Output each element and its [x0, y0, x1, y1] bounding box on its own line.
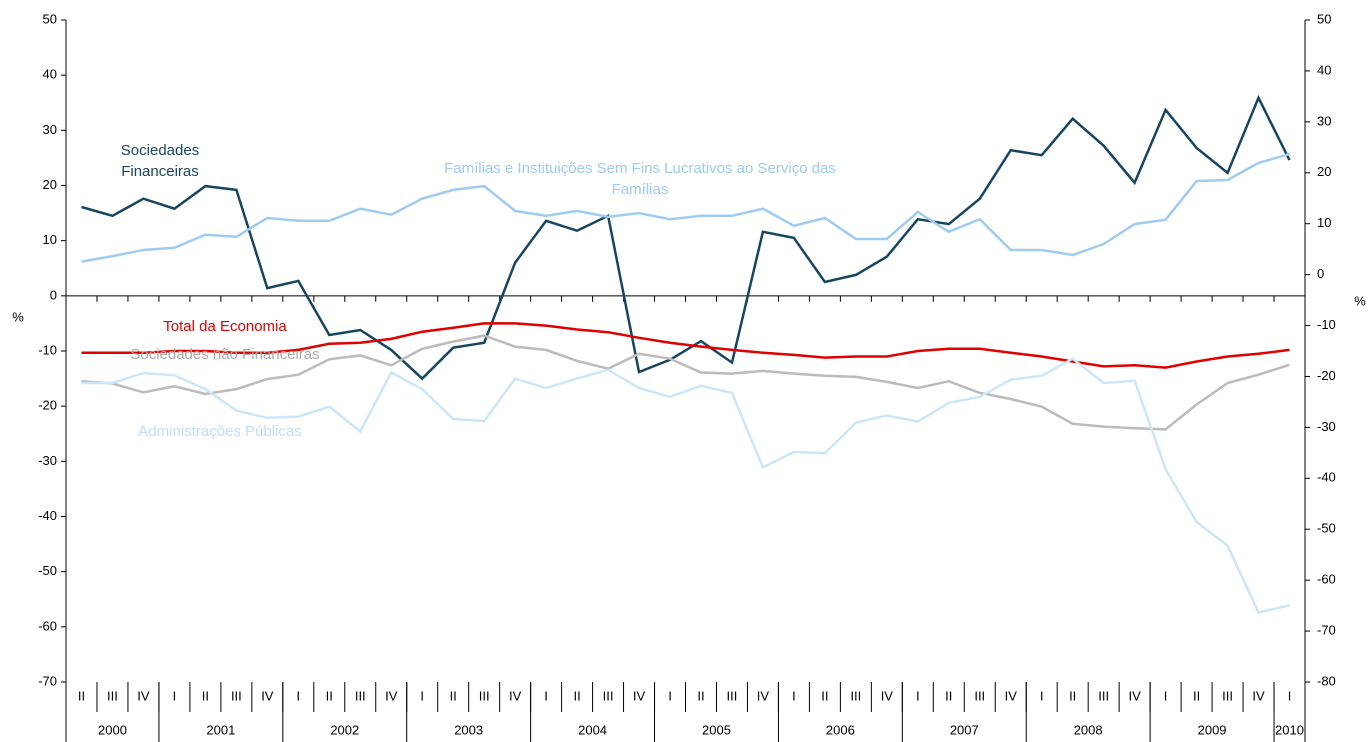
y2-tick-label: -30 — [1317, 419, 1336, 434]
series-label: Famílias e Instituições Sem Fins Lucrati… — [444, 160, 836, 198]
x-tick-label: II — [202, 688, 209, 703]
y-tick-label: -50 — [38, 563, 57, 578]
y2-tick-label: -20 — [1317, 368, 1336, 383]
series-label: Administrações Públicas — [138, 423, 302, 440]
x-tick-label: II — [1193, 688, 1200, 703]
y-tick-label: 50 — [43, 11, 57, 26]
x-tick-label: III — [974, 688, 985, 703]
series-label: Sociedades Financeiras — [120, 142, 200, 180]
y2-tick-label: -10 — [1317, 317, 1336, 332]
x-tick-label: II — [1069, 688, 1076, 703]
y-tick-label: 10 — [43, 232, 57, 247]
y-tick-label: -40 — [38, 508, 57, 523]
y2-axis-label: % — [1354, 293, 1366, 308]
x-tick-label: I — [1040, 688, 1044, 703]
year-label: 2009 — [1198, 722, 1227, 737]
x-tick-label: III — [231, 688, 242, 703]
x-tick-label: III — [1222, 688, 1233, 703]
y-tick-label: 20 — [43, 177, 57, 192]
x-tick-label: I — [1288, 688, 1292, 703]
x-tick-label: III — [727, 688, 738, 703]
x-tick-label: III — [355, 688, 366, 703]
y2-tick-label: -60 — [1317, 572, 1336, 587]
y-tick-label: -60 — [38, 618, 57, 633]
x-tick-label: III — [603, 688, 614, 703]
year-label: 2003 — [454, 722, 483, 737]
series-line — [81, 322, 1290, 369]
year-label: 2002 — [330, 722, 359, 737]
year-label: 2008 — [1074, 722, 1103, 737]
y2-tick-label: 50 — [1317, 11, 1331, 26]
year-label: 2010 — [1275, 722, 1304, 737]
x-tick-label: IV — [1005, 688, 1018, 703]
x-tick-label: III — [107, 688, 118, 703]
y-tick-label: 40 — [43, 67, 57, 82]
y2-tick-label: -80 — [1317, 673, 1336, 688]
y2-tick-label: -50 — [1317, 521, 1336, 536]
x-tick-label: II — [945, 688, 952, 703]
x-tick-label: IV — [757, 688, 770, 703]
series-line — [81, 94, 1291, 381]
series-label: Total da Economia — [163, 318, 287, 335]
y-axis-label: % — [12, 309, 24, 324]
year-label: 2006 — [826, 722, 855, 737]
x-tick-label: II — [821, 688, 828, 703]
x-tick-label: III — [850, 688, 861, 703]
x-tick-label: III — [479, 688, 490, 703]
y-tick-label: -10 — [38, 342, 57, 357]
x-tick-label: I — [173, 688, 177, 703]
x-tick-label: II — [697, 688, 704, 703]
x-tick-label: I — [1164, 688, 1168, 703]
x-tick-label: IV — [137, 688, 150, 703]
y-tick-label: -20 — [38, 398, 57, 413]
x-tick-label: I — [916, 688, 920, 703]
year-label: 2005 — [702, 722, 731, 737]
x-tick-label: I — [297, 688, 301, 703]
y2-tick-label: 10 — [1317, 215, 1331, 230]
y2-tick-label: 20 — [1317, 164, 1331, 179]
x-tick-label: IV — [1128, 688, 1141, 703]
x-tick-label: I — [668, 688, 672, 703]
y2-tick-label: 30 — [1317, 113, 1331, 128]
year-label: 2001 — [206, 722, 235, 737]
x-tick-label: IV — [633, 688, 646, 703]
y-tick-label: 30 — [43, 122, 57, 137]
x-tick-label: III — [1098, 688, 1109, 703]
x-tick-label: IV — [385, 688, 398, 703]
year-label: 2007 — [950, 722, 979, 737]
y2-tick-label: 40 — [1317, 62, 1331, 77]
y-tick-label: -70 — [38, 673, 57, 688]
y-tick-label: -30 — [38, 453, 57, 468]
x-tick-label: IV — [509, 688, 522, 703]
y2-tick-label: 0 — [1317, 266, 1324, 281]
series-label: Sociedades não Financeiras — [130, 346, 320, 363]
x-tick-label: IV — [1252, 688, 1265, 703]
x-tick-label: II — [450, 688, 457, 703]
x-tick-label: IV — [881, 688, 894, 703]
x-tick-label: I — [544, 688, 548, 703]
x-tick-label: I — [420, 688, 424, 703]
year-label: 2000 — [98, 722, 127, 737]
x-tick-label: II — [78, 688, 85, 703]
y-tick-label: 0 — [50, 287, 57, 302]
x-tick-label: II — [326, 688, 333, 703]
y2-tick-label: -40 — [1317, 470, 1336, 485]
series-line — [81, 357, 1290, 614]
x-tick-label: I — [792, 688, 796, 703]
year-label: 2004 — [578, 722, 607, 737]
y2-tick-label: -70 — [1317, 623, 1336, 638]
series-line — [81, 334, 1290, 431]
series-line — [81, 152, 1290, 263]
x-tick-label: IV — [261, 688, 274, 703]
x-tick-label: II — [573, 688, 580, 703]
